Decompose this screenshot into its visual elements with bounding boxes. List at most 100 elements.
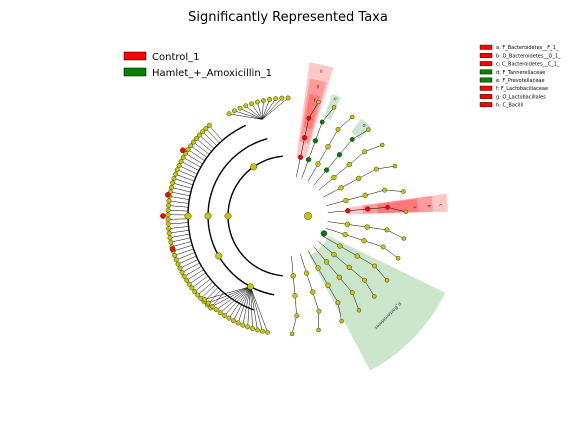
tree-branch [349,267,365,281]
tree-branch [358,168,377,179]
right-leaf-2 [350,114,355,120]
right-node-a-9 [342,231,348,238]
right-node-c-11 [362,277,368,283]
leaf-node-24 [165,207,171,213]
tree-branch [323,187,342,198]
tree-branch [194,278,211,292]
tree-branch [197,281,213,296]
leaf-node-8 [184,277,190,283]
right-leaf-9 [395,256,401,261]
tree-branch [347,208,368,212]
tree-branch [367,226,388,231]
leaf-node-46 [265,329,270,335]
leaf-node-30 [170,180,176,186]
tree-branch [170,237,191,243]
tree-branch [384,189,404,192]
tree-branch [228,113,263,120]
tree-branch [173,178,194,186]
right-node-c-13 [335,300,341,306]
right-node-c-6 [382,187,388,193]
tree-branch [185,153,203,165]
tree-branch [347,224,368,228]
tree-branch [178,165,198,175]
leaf-node-55 [222,313,228,318]
tree-branch [339,139,353,155]
internal-node-1 [204,212,212,220]
tree-branch [291,255,294,276]
leaf-node-22 [165,216,171,222]
tree-branch [191,275,209,289]
tree-nodes [160,95,409,337]
tree-branch [168,226,189,229]
tree-branch [250,286,253,329]
right-leaf-8 [401,236,407,241]
tree-branch [247,286,251,327]
tree-branch [212,286,251,307]
tree-branch [364,144,383,152]
legend-label-control: Control_1 [152,52,200,63]
marked-leaf-1 [165,191,171,198]
taxa-legend-swatch-c [479,61,493,67]
taxa-legend-swatch-f [479,85,493,91]
tree-branch [326,154,340,171]
tree-branch [180,161,200,171]
leaf-node-21 [165,221,171,227]
tree-branch [318,177,335,191]
right-node-c-8 [384,227,390,233]
tree-branch [382,246,399,259]
right-node-b-13 [325,282,331,288]
tree-branch [170,191,191,197]
tree-branch [169,230,190,234]
right-node-b-3 [336,152,343,158]
tree-branch [200,284,216,299]
tree-branch [333,164,350,178]
leaf-node-13 [173,257,179,263]
right-node-a-15 [290,273,296,279]
tree-branch [337,302,342,322]
leaf-node-45 [206,122,212,128]
right-node-b-12 [336,274,343,280]
leaf-node-6 [189,285,195,291]
tree-branch [234,110,263,120]
leaf-node-48 [255,327,260,333]
tree-branch [364,240,384,248]
leaf-node-32 [173,171,178,177]
tree-branch [365,189,385,196]
taxa-legend-label-a: a: F_Bacteroidetes__F_1_ [496,45,559,51]
tree-branch [349,151,365,165]
tree-branch [387,207,406,213]
tree-branch [352,129,369,140]
tree-branch [257,101,263,120]
right-node-a-12 [323,259,330,265]
clade-highlight-layer [296,62,448,371]
clade-wedge-5 [351,118,372,140]
tree-branch [181,262,200,273]
ring-family [207,138,275,296]
leaf-node-17 [168,239,174,245]
right-leaf-0 [316,99,321,105]
tree-branch [261,100,264,120]
taxa-legend-label-c: c: C_Bacteroidetes__C_1_ [496,62,560,68]
tree-branch [306,272,313,293]
legend-label-treatment: Hamlet_+_Amoxicillin_1 [152,68,272,79]
clade-wedge-6 [347,193,448,215]
tree-branch [339,245,358,257]
tree-branch [183,157,201,168]
tree-branch [339,277,353,293]
right-node-a-10 [337,243,343,249]
right-leaf-1 [331,105,337,110]
taxa-legend-swatch-e [479,77,493,83]
right-leaf-7 [403,209,409,215]
right-leaf-12 [356,307,362,313]
right-node-c-10 [372,263,378,269]
tree-branch [176,252,195,261]
right-leaf-11 [372,294,377,299]
phylum-node [304,212,312,220]
leaf-node-7 [186,281,192,287]
right-node-a-2 [315,161,321,167]
right-node-c-3 [349,136,355,142]
right-node-c-1 [319,119,325,125]
tree-branch [184,266,202,277]
